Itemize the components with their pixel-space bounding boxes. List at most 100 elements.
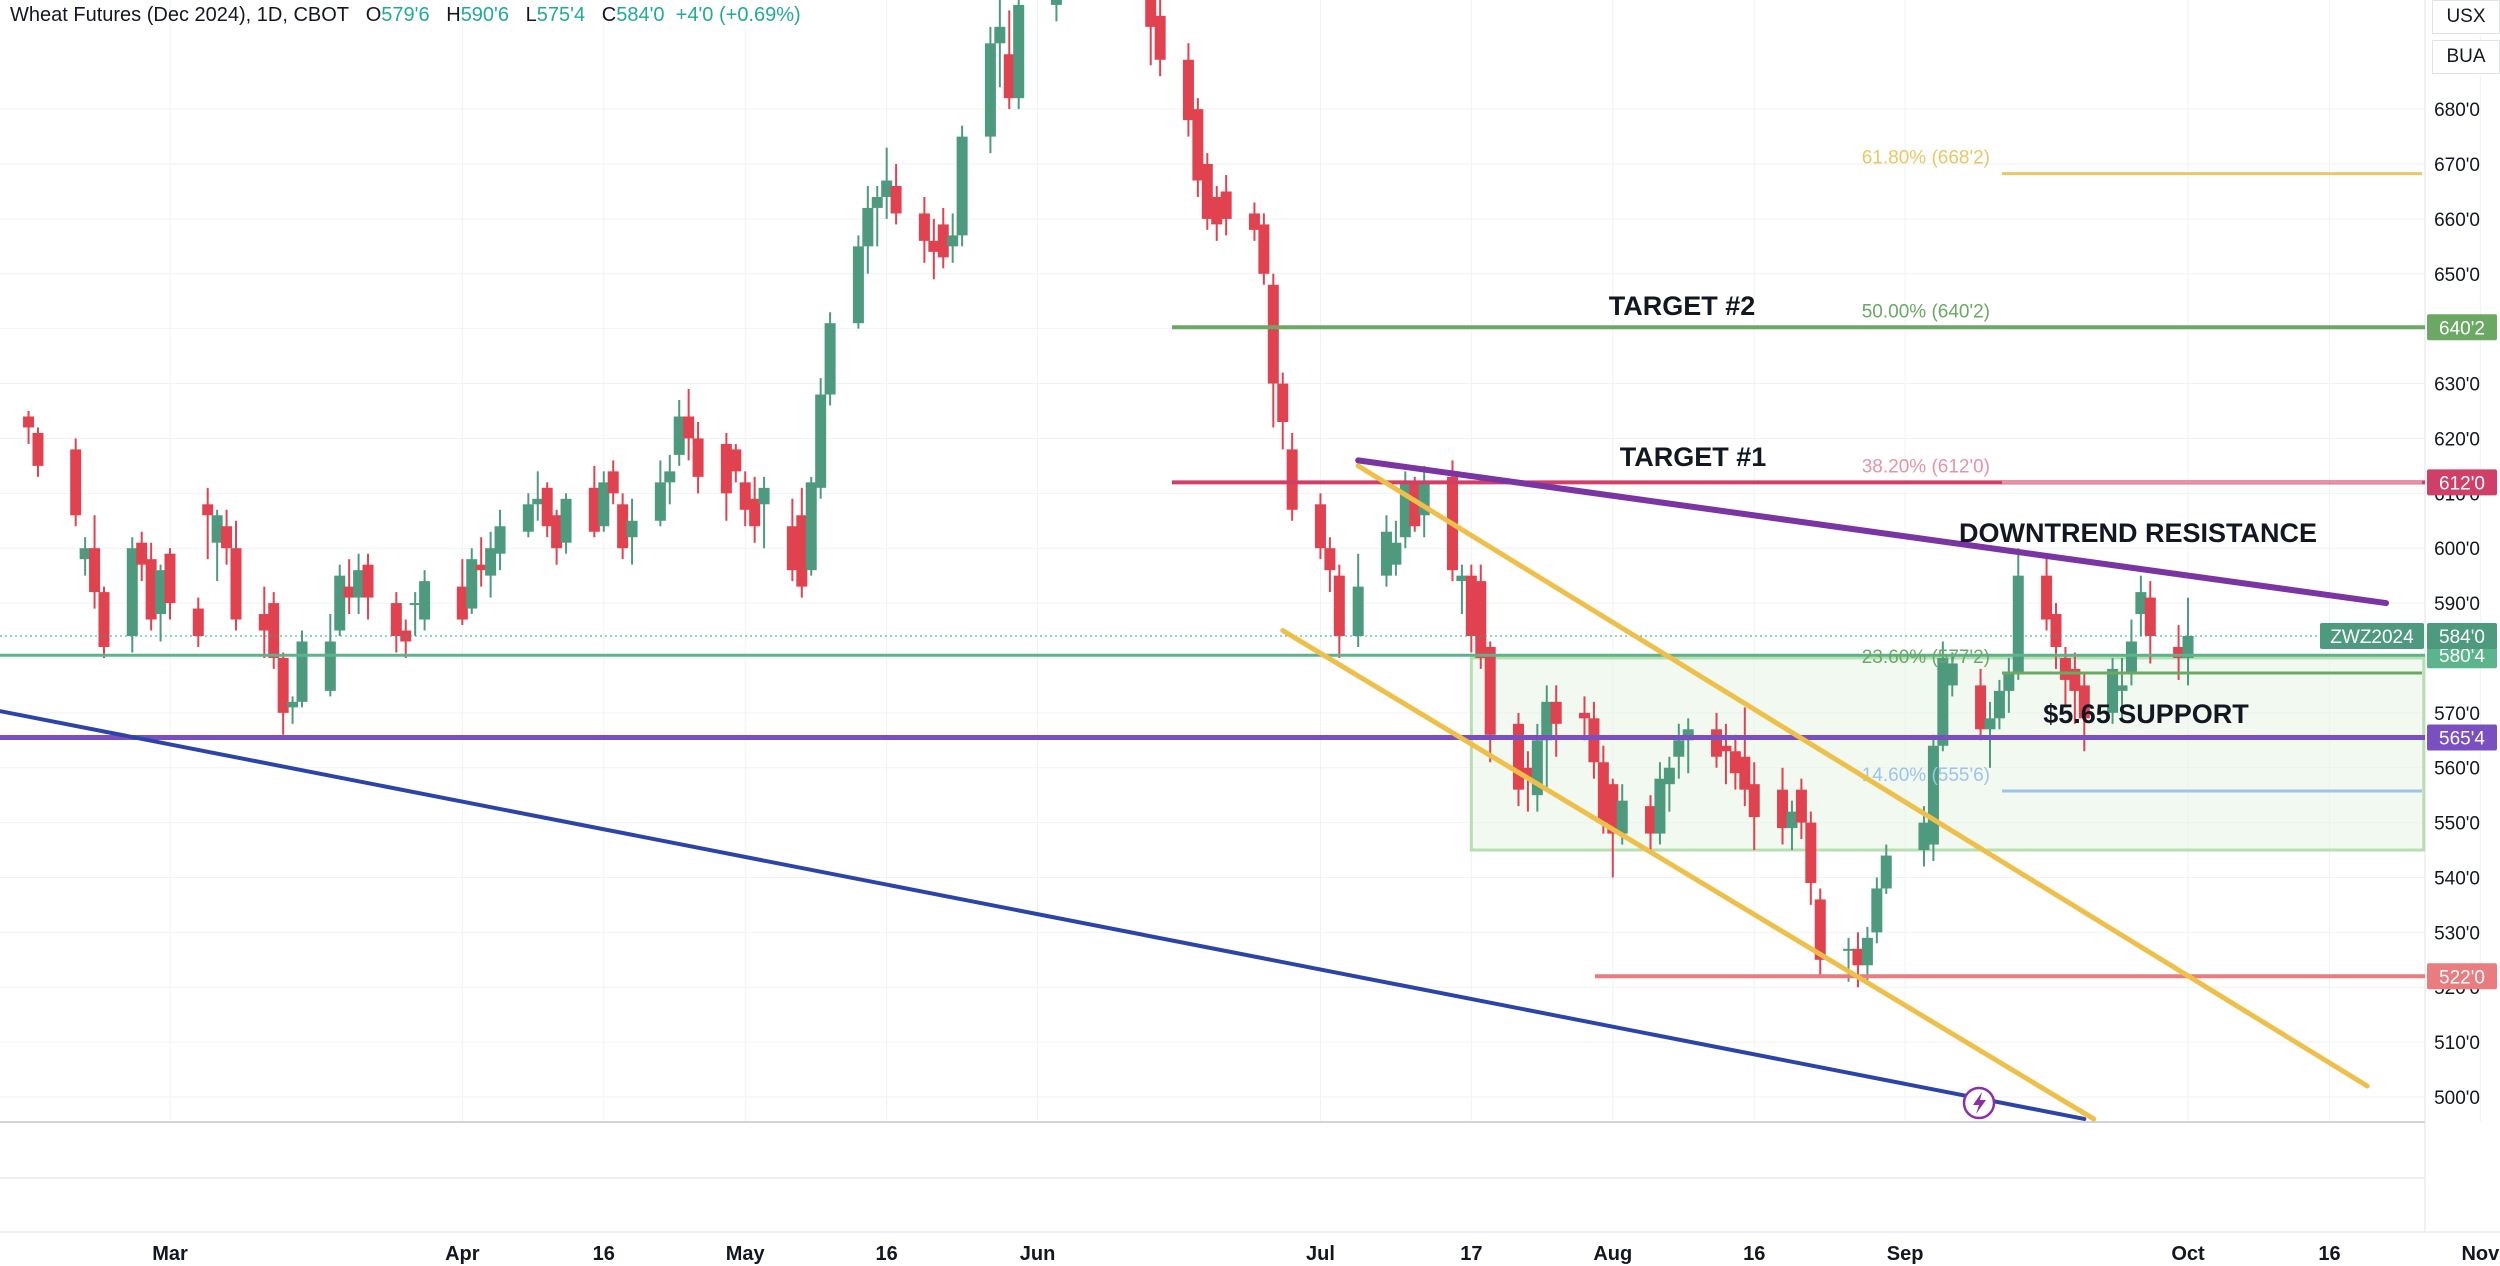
- candle-down: [1748, 784, 1760, 818]
- candle-down: [937, 224, 949, 258]
- low-value: 575'4: [536, 4, 586, 26]
- price-tick-label: 500'0: [2434, 1088, 2480, 1109]
- candle-down: [2050, 614, 2062, 647]
- time-tick-label: Aug: [1593, 1243, 1632, 1265]
- candle-up: [494, 526, 506, 554]
- candle-up: [1616, 800, 1628, 834]
- chart-header: Wheat Futures (Dec 2024), 1D, CBOT O579'…: [10, 4, 801, 27]
- level-580-price-tag: 580'4: [2439, 646, 2485, 667]
- candle-down: [2173, 646, 2185, 658]
- candle-down: [2144, 597, 2156, 637]
- support-565-price-tag-bg: [2427, 724, 2497, 751]
- currency-button[interactable]: USX: [2432, 0, 2500, 34]
- symbol-badge-bg: [2320, 623, 2424, 650]
- candle-up: [1663, 767, 1675, 785]
- candle-up: [1861, 937, 1873, 966]
- price-tick-label: 530'0: [2434, 923, 2480, 944]
- candle-down: [730, 449, 742, 472]
- price-tick-label: 540'0: [2434, 868, 2480, 889]
- candle-up: [296, 641, 308, 702]
- last-price-tag-bg: [2427, 623, 2497, 650]
- candle-down: [796, 515, 808, 587]
- candle-down: [1588, 718, 1600, 763]
- candle-down: [1484, 646, 1496, 735]
- candle-down: [1324, 548, 1336, 571]
- time-tick-label: 17: [1460, 1243, 1482, 1265]
- candle-up: [626, 520, 638, 538]
- time-tick-label: 16: [2318, 1243, 2340, 1265]
- candle-down: [1777, 789, 1789, 829]
- candle-down: [1512, 723, 1524, 790]
- target-1-label: TARGET #1: [1620, 442, 1767, 472]
- candle-down: [1182, 59, 1194, 121]
- candle-down: [164, 553, 176, 604]
- falling-channel-lower-line: [1280, 628, 2097, 1122]
- candle-down: [1314, 504, 1326, 549]
- candle-down: [1286, 449, 1298, 510]
- candle-down: [343, 586, 355, 598]
- candle-up: [353, 570, 365, 598]
- symbol-badge: ZWZ2024: [2330, 627, 2414, 648]
- price-tick-label: 620'0: [2434, 429, 2480, 450]
- candle-down: [1475, 581, 1487, 658]
- price-tick-label: 670'0: [2434, 155, 2480, 176]
- open-label: O: [365, 4, 382, 26]
- low-522-price-tag-bg: [2427, 963, 2497, 990]
- candle-up: [1937, 657, 1949, 746]
- low-522-price-tag: 522'0: [2439, 967, 2485, 988]
- target-1-price-tag-bg: [2427, 469, 2497, 496]
- candle-down: [1852, 948, 1864, 966]
- time-tick-label: 16: [1743, 1243, 1765, 1265]
- candle-down: [1729, 751, 1741, 774]
- candle-down: [588, 487, 600, 532]
- symbol-title: Wheat Futures (Dec 2024), 1D, CBOT: [10, 4, 350, 26]
- target-1-price-tag: 612'0: [2439, 473, 2485, 494]
- time-tick-label: May: [726, 1243, 766, 1265]
- candle-up: [1946, 663, 1958, 686]
- candle-down: [1211, 196, 1223, 225]
- price-tick-label: 650'0: [2434, 265, 2480, 286]
- candle-up: [956, 136, 968, 236]
- candle-up: [1918, 822, 1930, 851]
- unit-button[interactable]: BUA: [2432, 40, 2500, 74]
- candle-down: [918, 213, 930, 241]
- candle-up: [654, 482, 666, 521]
- candle-up: [419, 581, 431, 620]
- candle-down: [221, 526, 233, 549]
- candle-up: [994, 26, 1006, 44]
- candle-up: [2135, 592, 2147, 615]
- candle-down: [749, 498, 761, 527]
- candle-up: [2125, 641, 2137, 675]
- candle-up: [560, 498, 572, 543]
- time-tick-label: Mar: [152, 1243, 188, 1265]
- candle-down: [1267, 284, 1279, 384]
- candle-down: [362, 564, 374, 598]
- support-565-price-tag: 565'4: [2439, 729, 2485, 750]
- candle-up: [1654, 778, 1666, 834]
- price-tick-label: 510'0: [2434, 1033, 2480, 1054]
- candle-down: [1579, 712, 1590, 719]
- candle-up: [2116, 685, 2128, 691]
- candle-up: [334, 575, 346, 631]
- candle-down: [890, 185, 902, 214]
- candle-down: [1003, 54, 1015, 99]
- candle-up: [532, 498, 544, 505]
- candle-up: [1399, 482, 1411, 538]
- candle-down: [1220, 191, 1232, 219]
- fib-level-label: 14.60% (555'6): [1862, 765, 1990, 786]
- price-tick-label: 560'0: [2434, 759, 2480, 780]
- candle-down: [475, 564, 487, 571]
- candle-down: [1597, 762, 1609, 823]
- candle-down: [739, 482, 751, 510]
- candle-down: [2041, 575, 2053, 620]
- support-label: $5.65 SUPPORT: [2043, 699, 2249, 729]
- candle-up: [2182, 636, 2194, 658]
- falling-channel-upper-line: [1355, 463, 2370, 1089]
- candle-down: [2059, 657, 2071, 680]
- candle-down: [1258, 224, 1270, 274]
- close-value: 584'0: [616, 4, 665, 26]
- candle-down: [70, 449, 82, 516]
- price-tick-label: 600'0: [2434, 539, 2480, 560]
- candle-down: [1192, 109, 1204, 181]
